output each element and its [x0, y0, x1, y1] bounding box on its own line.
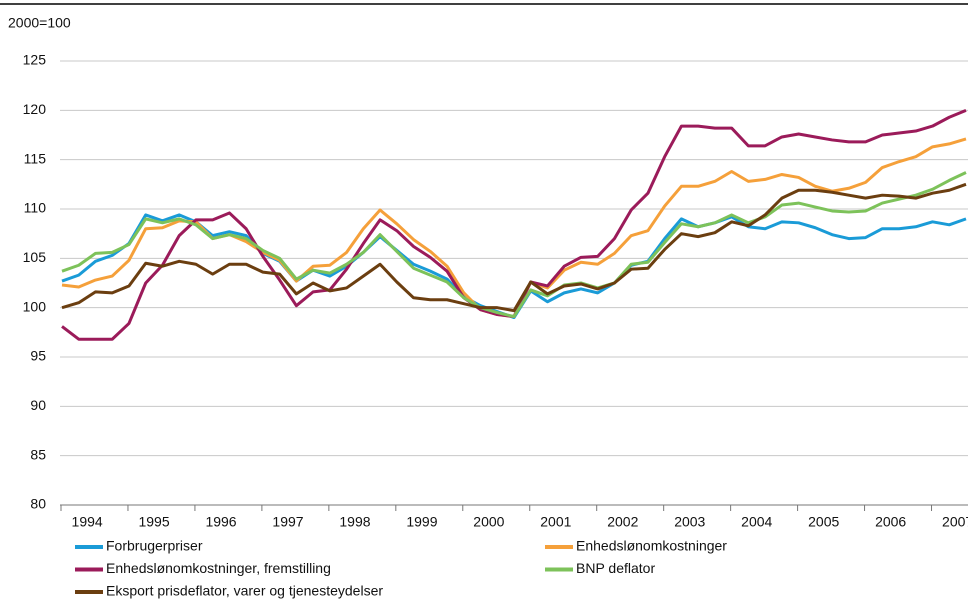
x-tick-label: 2005	[808, 514, 839, 530]
x-tick-label: 1998	[339, 514, 370, 530]
y-axis-unit: 2000=100	[8, 15, 71, 31]
y-tick-label: 95	[30, 348, 46, 364]
series-line	[61, 182, 967, 313]
x-tick-label: 1995	[138, 514, 169, 530]
x-tick-label: 1994	[72, 514, 103, 530]
y-tick-label: 115	[24, 150, 47, 166]
legend-label: BNP deflator	[576, 560, 655, 576]
x-tick-label: 2000	[473, 514, 504, 530]
x-tick-label: 1999	[406, 514, 437, 530]
x-tick-label: 2007	[942, 514, 968, 530]
y-tick-label: 80	[30, 496, 46, 512]
series-line	[61, 171, 967, 319]
x-tick-label: 2006	[875, 514, 906, 530]
x-tick-label: 2002	[607, 514, 638, 530]
y-tick-label: 100	[23, 298, 47, 314]
x-tick-label: 1997	[272, 514, 303, 530]
y-tick-label: 125	[23, 52, 47, 68]
y-tick-label: 120	[23, 101, 47, 117]
y-tick-label: 110	[24, 200, 47, 216]
x-tick-label: 2004	[741, 514, 772, 530]
legend-label: Enhedslønomkostninger	[576, 538, 727, 554]
x-tick-label: 2001	[540, 514, 571, 530]
y-tick-label: 85	[30, 446, 46, 462]
y-tick-label: 90	[30, 397, 46, 413]
x-tick-label: 1996	[205, 514, 236, 530]
y-tick-label: 105	[23, 249, 47, 265]
x-tick-label: 2003	[674, 514, 705, 530]
legend-label: Forbrugerpriser	[106, 538, 203, 554]
legend-label: Enhedslønomkostninger, fremstilling	[106, 560, 331, 576]
legend-label: Eksport prisdeflator, varer og tjenestey…	[106, 583, 383, 599]
